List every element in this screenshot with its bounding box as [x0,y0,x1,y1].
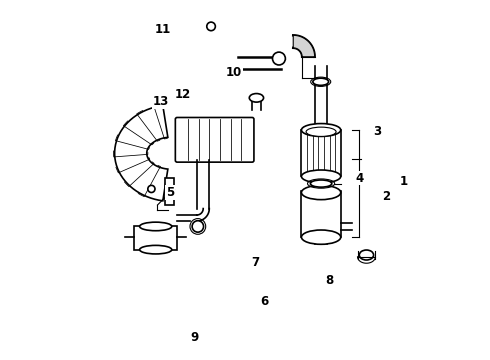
Ellipse shape [272,52,285,65]
Ellipse shape [359,250,373,260]
Polygon shape [293,35,315,57]
Text: 6: 6 [261,295,269,308]
Ellipse shape [310,180,332,187]
Ellipse shape [148,185,155,193]
Ellipse shape [249,94,264,102]
Text: 10: 10 [226,66,243,79]
Ellipse shape [140,246,172,254]
Text: 4: 4 [355,172,364,185]
Text: 2: 2 [382,190,390,203]
Bar [134,226,177,249]
Text: 11: 11 [155,23,171,36]
Bar [301,191,341,237]
Text: 12: 12 [174,88,191,101]
Ellipse shape [306,127,336,136]
Ellipse shape [192,221,203,232]
Text: 13: 13 [153,95,169,108]
Text: 3: 3 [373,125,381,138]
Text: 8: 8 [325,274,333,287]
Text: 7: 7 [252,256,260,269]
Text: 9: 9 [191,331,199,344]
Ellipse shape [301,230,341,244]
Ellipse shape [313,78,329,85]
Ellipse shape [207,22,215,31]
Text: 1: 1 [400,175,408,188]
Ellipse shape [140,222,172,231]
Ellipse shape [301,123,341,136]
Polygon shape [115,105,168,201]
FancyBboxPatch shape [175,117,254,162]
Bar [165,178,173,205]
Text: 5: 5 [166,186,174,199]
Ellipse shape [301,170,341,183]
Bar [301,130,341,176]
Ellipse shape [301,185,341,200]
